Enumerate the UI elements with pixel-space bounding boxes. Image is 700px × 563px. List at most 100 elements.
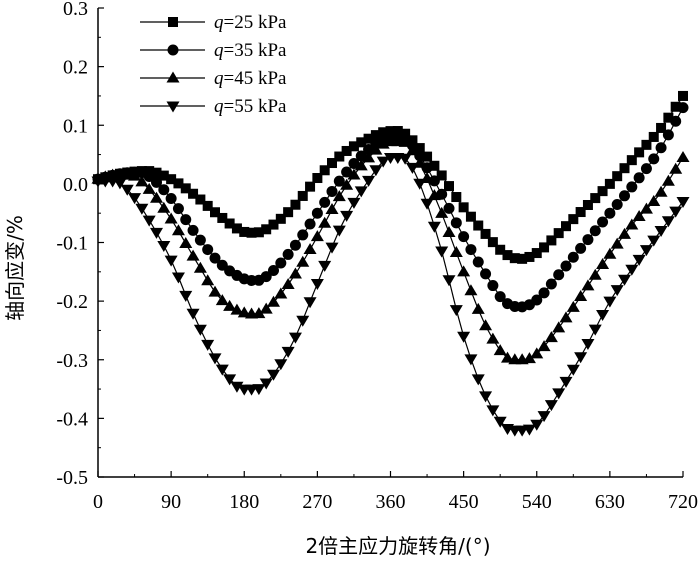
data-point [457, 331, 471, 343]
data-point [603, 296, 617, 308]
data-point [135, 175, 149, 187]
data-point [318, 216, 332, 228]
data-point [186, 308, 200, 320]
data-point [193, 324, 207, 336]
data-point [210, 207, 220, 218]
data-point [202, 200, 213, 211]
data-point [661, 174, 675, 186]
data-point [495, 244, 506, 255]
data-point [648, 153, 660, 165]
data-point [319, 196, 331, 208]
data-point [267, 295, 280, 307]
data-point [283, 207, 294, 218]
data-point [369, 165, 383, 177]
data-point [436, 170, 447, 181]
data-point [641, 139, 652, 150]
y-tick-label: -0.2 [56, 291, 88, 313]
data-point [559, 376, 573, 388]
data-point [435, 206, 449, 218]
data-point [678, 90, 688, 101]
data-point [531, 248, 542, 259]
data-point [552, 321, 566, 333]
data-point [538, 287, 550, 299]
data-point [340, 178, 354, 190]
data-point [524, 251, 535, 262]
data-point [553, 269, 565, 281]
data-point [275, 213, 286, 224]
data-point [493, 344, 507, 356]
data-point [296, 255, 310, 267]
data-point [464, 354, 478, 366]
data-point [486, 332, 500, 344]
data-point [487, 237, 498, 248]
data-point [472, 256, 484, 268]
data-point [676, 150, 690, 162]
data-point [464, 284, 478, 296]
data-point [647, 195, 661, 207]
data-point [165, 193, 177, 205]
data-point [348, 141, 359, 152]
legend-label: q=55 kPa [214, 96, 287, 117]
data-point [552, 388, 566, 400]
data-point [566, 300, 580, 312]
data-point [282, 248, 294, 260]
data-point [480, 268, 492, 280]
data-point [544, 331, 558, 343]
data-point [318, 260, 332, 272]
data-point [348, 158, 360, 170]
data-point [654, 185, 668, 197]
data-point [128, 169, 142, 181]
data-point [209, 252, 221, 264]
data-point [597, 186, 608, 197]
y-tick-label: 0.1 [63, 115, 88, 137]
data-point [171, 272, 185, 284]
data-point [618, 227, 631, 239]
data-point [530, 347, 544, 359]
data-point [522, 424, 536, 436]
data-point [429, 160, 440, 171]
data-point [670, 101, 681, 112]
data-point [354, 186, 368, 198]
data-point [414, 143, 425, 154]
data-point [546, 235, 557, 246]
legend-label: q=35 kPa [214, 40, 287, 61]
data-point [376, 156, 390, 168]
data-point [195, 194, 206, 205]
data-point [239, 226, 250, 237]
data-point [458, 202, 469, 213]
data-point [442, 275, 456, 287]
data-point [611, 198, 623, 210]
data-point [398, 153, 412, 165]
data-point [215, 364, 229, 376]
data-point [443, 202, 455, 214]
data-point [486, 405, 500, 417]
data-point [619, 163, 630, 174]
data-point [669, 206, 683, 218]
data-point [281, 278, 295, 290]
data-point [581, 339, 595, 351]
data-point [442, 226, 456, 238]
data-point [223, 299, 237, 311]
data-point [312, 173, 323, 184]
data-point [362, 151, 376, 163]
data-point [267, 369, 280, 381]
data-point [142, 215, 156, 227]
data-point [201, 274, 215, 286]
data-point [603, 247, 617, 259]
y-tick-label: -0.5 [56, 467, 88, 489]
data-point [259, 302, 273, 314]
data-point [458, 231, 470, 243]
y-tick-label: 0.2 [63, 57, 88, 79]
data-point [567, 251, 579, 263]
data-point [663, 112, 674, 123]
data-point [626, 155, 637, 166]
data-point [378, 127, 389, 138]
y-tick-label: -0.3 [56, 350, 88, 372]
data-point [333, 175, 345, 187]
data-point [568, 214, 579, 225]
data-point [157, 201, 171, 213]
data-point [669, 162, 683, 174]
x-tick-label: 180 [229, 491, 259, 513]
data-point [676, 196, 690, 208]
data-point [610, 285, 624, 297]
